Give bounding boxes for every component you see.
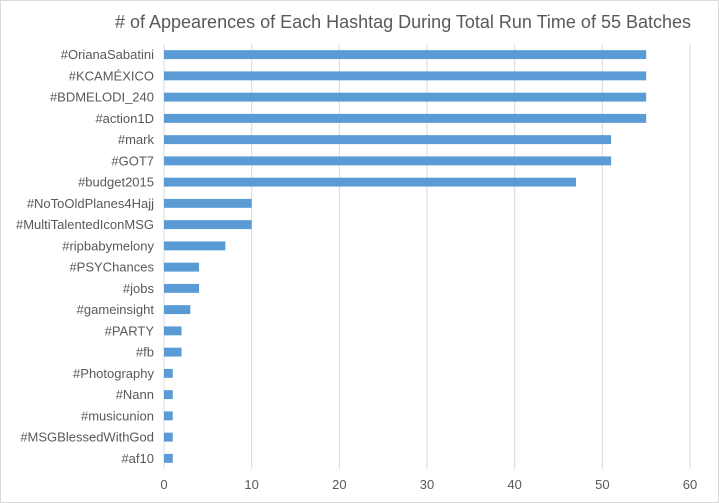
bar-af10 <box>164 453 173 463</box>
category-label: #musicunion <box>81 408 154 423</box>
bar-kcamxico <box>164 71 647 81</box>
bar-gameinsight <box>164 305 191 315</box>
x-tick-label: 60 <box>683 477 697 492</box>
category-label: #MultiTalentedIconMSG <box>16 217 154 232</box>
category-label: #jobs <box>123 281 155 296</box>
category-label: #Photography <box>73 366 154 381</box>
bar-jobs <box>164 283 200 293</box>
bar-budget2015 <box>164 177 577 187</box>
category-label: #ripbabymelony <box>62 238 154 253</box>
bar-party <box>164 326 182 336</box>
bar-msgblessedwithgod <box>164 432 173 442</box>
bar-mark <box>164 135 612 145</box>
x-tick-label: 40 <box>507 477 521 492</box>
bars <box>164 50 647 463</box>
bar-photography <box>164 368 173 378</box>
category-label: #PARTY <box>105 323 155 338</box>
category-label: #action1D <box>95 111 154 126</box>
category-label: #MSGBlessedWithGod <box>20 430 154 445</box>
category-label: #gameinsight <box>77 302 155 317</box>
category-label: #fb <box>136 345 154 360</box>
bar-fb <box>164 347 182 357</box>
chart-title: # of Appearences of Each Hashtag During … <box>115 12 691 32</box>
bar-got7 <box>164 156 612 166</box>
bar-nann <box>164 390 173 400</box>
category-labels: #OrianaSabatini #KCAMÉXICO #BDMELODI_240 #a… <box>16 47 155 466</box>
category-label: #budget2015 <box>78 175 154 190</box>
bar-notooldplanes4hajj <box>164 198 252 208</box>
category-label: #KCAMÉXICO <box>69 68 154 83</box>
bar-musicunion <box>164 411 173 421</box>
category-label: #af10 <box>121 451 154 466</box>
category-label: #mark <box>118 132 155 147</box>
gridlines <box>163 44 691 469</box>
x-tick-label: 10 <box>244 477 258 492</box>
bar-action1d <box>164 113 647 123</box>
x-tick-label: 0 <box>160 477 167 492</box>
x-tick-label: 30 <box>420 477 434 492</box>
category-label: #PSYChances <box>69 260 154 275</box>
x-tick-label: 50 <box>595 477 609 492</box>
bar-psychances <box>164 262 200 272</box>
x-tick-label: 20 <box>332 477 346 492</box>
category-label: #NoToOldPlanes4Hajj <box>27 196 154 211</box>
bar-bdmelodi_240 <box>164 92 647 102</box>
category-label: #GOT7 <box>111 153 154 168</box>
category-label: #OrianaSabatini <box>61 47 154 62</box>
x-axis-tick-labels: 0 10 20 30 40 50 60 <box>160 477 697 492</box>
bar-orianasabatini <box>164 50 647 60</box>
bar-ripbabymelony <box>164 241 226 251</box>
bar-multitalentediconmsg <box>164 220 252 230</box>
category-label: #Nann <box>116 387 154 402</box>
category-label: #BDMELODI_240 <box>50 90 154 105</box>
